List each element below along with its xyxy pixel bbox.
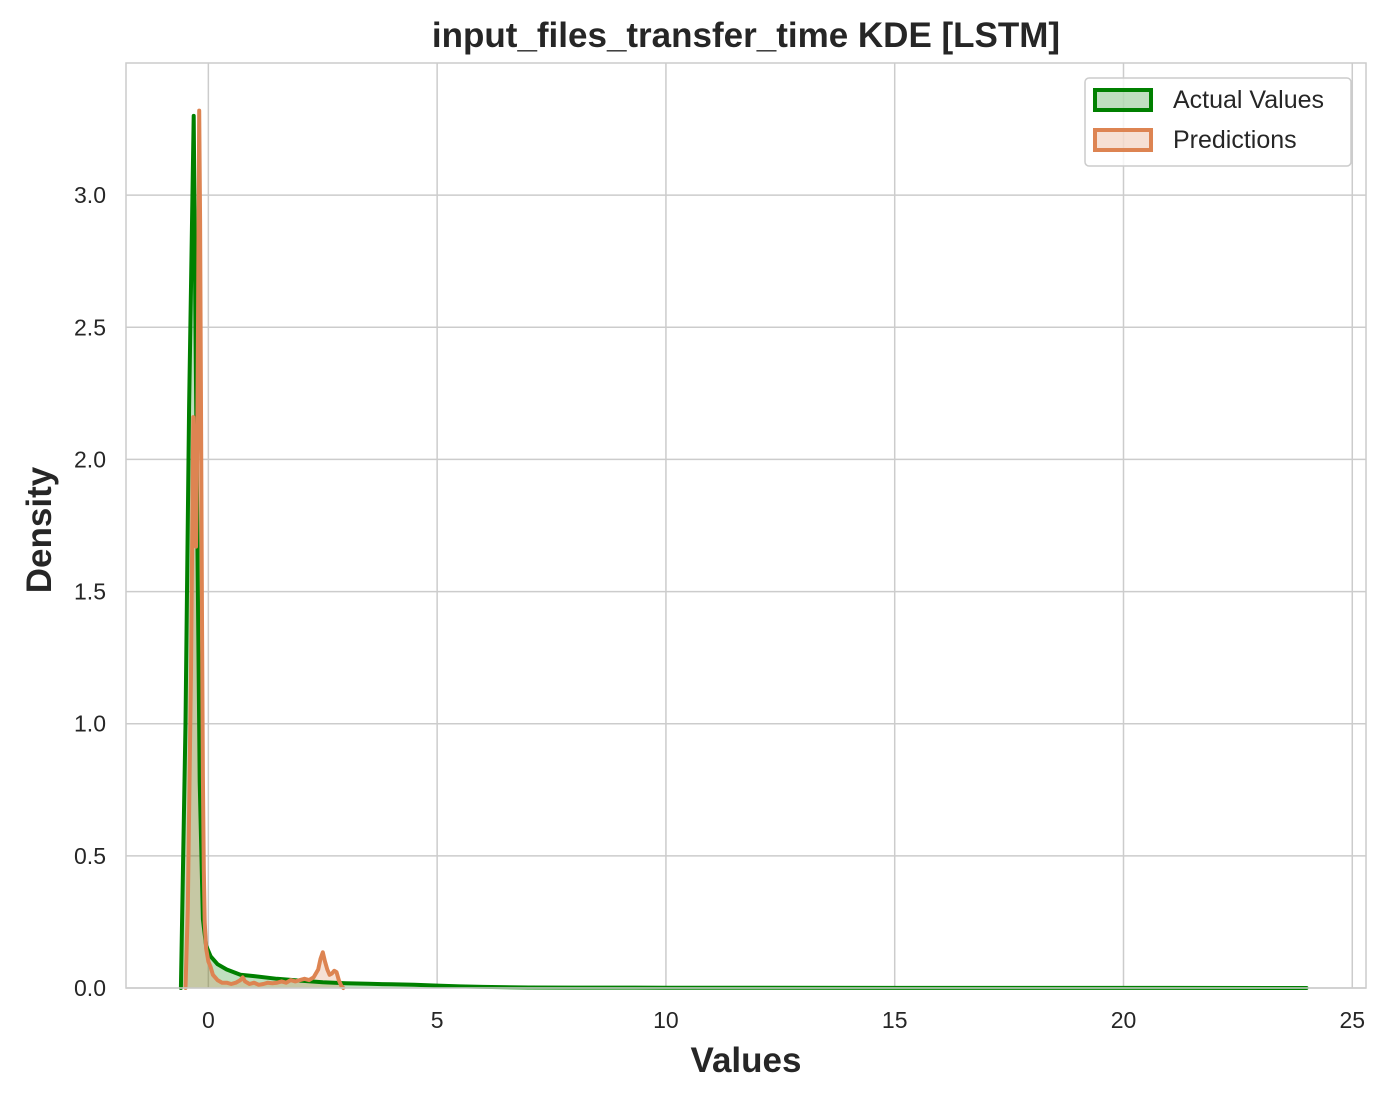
y-tick-label: 0.0 [74,975,106,1001]
y-axis-ticks: 0.0 0.5 1.0 1.5 2.0 2.5 3.0 [74,182,106,1001]
x-axis-ticks: 0 5 10 15 20 25 [202,1007,1365,1033]
y-tick-label: 2.0 [74,446,106,472]
x-tick-label: 15 [882,1007,908,1033]
series-line-1 [183,108,346,990]
plot-frame [125,62,1367,989]
x-tick-label: 20 [1111,1007,1137,1033]
legend: Actual Values Predictions [1084,77,1352,167]
y-tick-label: 3.0 [74,182,106,208]
legend-label: Predictions [1173,126,1297,154]
y-tick-label: 2.5 [74,314,106,340]
legend-swatch [1093,128,1153,152]
y-tick-label: 1.5 [74,579,106,605]
x-tick-label: 5 [431,1007,444,1033]
y-tick-label: 1.0 [74,711,106,737]
legend-label: Actual Values [1173,86,1324,114]
x-tick-label: 25 [1339,1007,1365,1033]
x-axis-label: Values [691,1041,802,1080]
y-tick-label: 0.5 [74,843,106,869]
x-tick-label: 0 [202,1007,215,1033]
chart-title: input_files_transfer_time KDE [LSTM] [432,16,1060,55]
grid-lines [126,63,1366,989]
legend-swatch [1093,88,1153,112]
x-tick-label: 10 [653,1007,679,1033]
y-axis-label: Density [20,466,59,593]
